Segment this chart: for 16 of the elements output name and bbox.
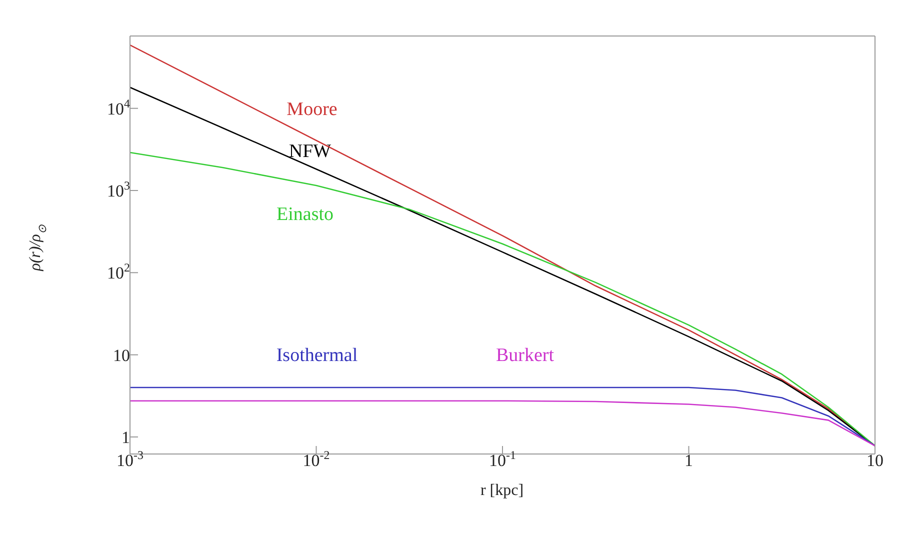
series-label: Isothermal (276, 345, 358, 366)
y-tick-label: 10$^{3}$ (107, 178, 130, 201)
x-tick-label: 10$^{-1}$ (489, 448, 516, 470)
series-label: Moore (286, 99, 338, 120)
y-tick-label: 10$^{4}$ (107, 96, 130, 118)
series-label: NFW (288, 141, 332, 162)
y-tick-label: 1 (122, 428, 130, 447)
x-tick-label: 1 (684, 451, 693, 470)
series-label: Einasto (276, 204, 334, 225)
x-tick-label: 10 (866, 451, 884, 470)
x-tick-label: 10$^{-2}$ (302, 448, 330, 470)
x-axis-title: r [kpc] (480, 482, 524, 499)
y-tick-label: 10 (113, 346, 130, 365)
y-tick-label: 10$^{2}$ (107, 260, 130, 283)
x-tick-label: 10$^{-3}$ (116, 448, 144, 470)
series-label: Burkert (496, 345, 555, 366)
